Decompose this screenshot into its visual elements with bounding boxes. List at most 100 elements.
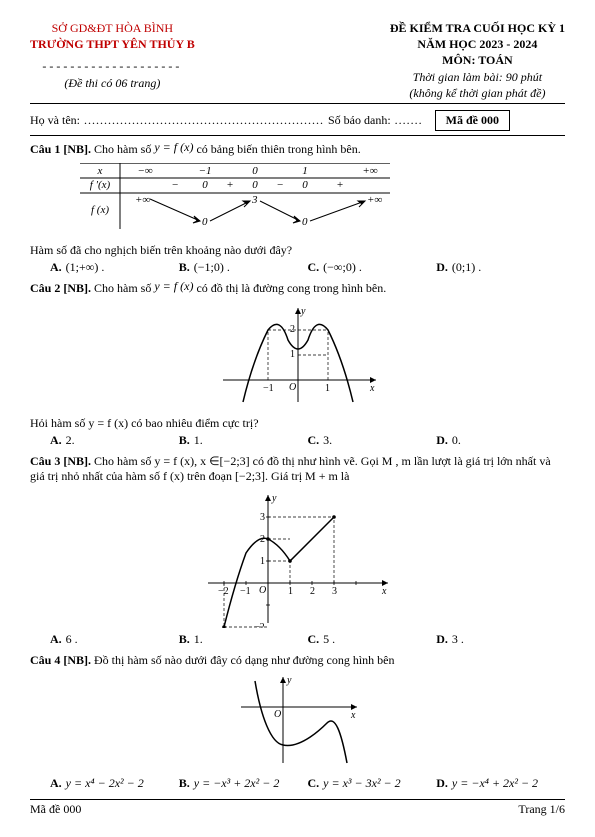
q1-variation-table: x −∞ −1 0 1 +∞ f ′(x) − 0 + 0 − 0 + f (x… (80, 163, 390, 229)
svg-text:0: 0 (202, 216, 208, 228)
svg-text:−: − (171, 179, 178, 191)
exam-subject: MÔN: TOÁN (390, 52, 565, 68)
svg-text:+∞: +∞ (135, 194, 150, 206)
q1-sub: Hàm số đã cho nghịch biến trên khoảng nà… (30, 243, 565, 258)
q3-opt-a: A.6 . (50, 632, 179, 647)
svg-text:0: 0 (252, 165, 258, 177)
q3-text: Cho hàm số y = f (x), x ∈[−2;3] có đồ th… (30, 454, 551, 483)
exam-year: NĂM HỌC 2023 - 2024 (390, 36, 565, 52)
q4-options: A.y = x⁴ − 2x² − 2 B.y = −x³ + 2x² − 2 C… (50, 776, 565, 791)
svg-text:1: 1 (302, 165, 308, 177)
q2-stem: Câu 2 [NB]. Cho hàm số y = f (x) có đồ t… (30, 281, 565, 296)
q4-opt-d: D.y = −x⁴ + 2x² − 2 (436, 776, 565, 791)
svg-text:−1: −1 (240, 586, 251, 597)
q2-sub: Hỏi hàm số y = f (x) có bao nhiêu điểm c… (30, 416, 565, 431)
svg-text:+: + (336, 179, 343, 191)
q2-options: A.2. B.1. C.3. D.0. (50, 433, 565, 448)
svg-text:x: x (350, 710, 356, 721)
q2-text-b: có đồ thị là đường cong trong hình bên. (196, 281, 386, 295)
footer-left: Mã đề 000 (30, 802, 81, 817)
name-divider (30, 135, 565, 136)
q4-label: Câu 4 [NB]. (30, 653, 91, 667)
school-label: TRƯỜNG THPT YÊN THỦY B (30, 36, 195, 52)
q1-opt-a: A.(1;+∞) . (50, 260, 179, 275)
svg-text:−∞: −∞ (137, 165, 152, 177)
svg-text:0: 0 (302, 179, 308, 191)
exam-header: SỞ GD&ĐT HÒA BÌNH TRƯỜNG THPT YÊN THỦY B… (30, 20, 565, 101)
q3-options: A.6 . B.1. C.5 . D.3 . (50, 632, 565, 647)
dash-line: -------------------- (30, 58, 195, 74)
svg-text:y: y (271, 493, 277, 504)
q4-stem: Câu 4 [NB]. Đồ thị hàm số nào dưới đây c… (30, 653, 565, 668)
svg-text:3: 3 (251, 194, 258, 206)
svg-text:f (x): f (x) (91, 204, 109, 216)
svg-text:1: 1 (288, 586, 293, 597)
svg-text:+∞: +∞ (362, 165, 377, 177)
name-label: Họ và tên: (30, 113, 80, 128)
exam-title: ĐỀ KIỂM TRA CUỐI HỌC KỲ 1 (390, 20, 565, 36)
svg-text:+: + (226, 179, 233, 191)
svg-text:1: 1 (260, 556, 265, 567)
q2-opt-a: A.2. (50, 433, 179, 448)
footer-right: Trang 1/6 (518, 802, 565, 817)
svg-text:3: 3 (260, 512, 265, 523)
svg-text:−1: −1 (263, 383, 274, 394)
page-footer: Mã đề 000 Trang 1/6 (30, 799, 565, 817)
q4-text: Đồ thị hàm số nào dưới đây có dạng như đ… (94, 653, 395, 667)
svg-text:+∞: +∞ (367, 194, 382, 206)
sbd-dots: ....... (395, 113, 423, 128)
svg-text:2: 2 (310, 586, 315, 597)
q1-stem: Câu 1 [NB]. Cho hàm số y = f (x) có bảng… (30, 142, 565, 157)
svg-text:1: 1 (325, 383, 330, 394)
svg-text:x: x (369, 383, 375, 394)
q4-opt-c: C.y = x³ − 3x² − 2 (308, 776, 437, 791)
name-dots: ........................................… (84, 113, 324, 128)
svg-text:−2: −2 (254, 622, 265, 628)
q4-opt-a: A.y = x⁴ − 2x² − 2 (50, 776, 179, 791)
svg-text:−: − (276, 179, 283, 191)
svg-text:3: 3 (332, 586, 337, 597)
exam-nosetup: (không kể thời gian phát đề) (390, 85, 565, 101)
svg-text:y: y (300, 306, 306, 317)
q1-label: Câu 1 [NB]. (30, 142, 91, 156)
svg-text:2: 2 (260, 534, 265, 545)
q3-label: Câu 3 [NB]. (30, 454, 91, 468)
svg-text:0: 0 (252, 179, 258, 191)
svg-text:−2: −2 (218, 586, 229, 597)
dept-label: SỞ GD&ĐT HÒA BÌNH (30, 20, 195, 36)
header-left: SỞ GD&ĐT HÒA BÌNH TRƯỜNG THPT YÊN THỦY B… (30, 20, 195, 101)
header-right: ĐỀ KIỂM TRA CUỐI HỌC KỲ 1 NĂM HỌC 2023 -… (390, 20, 565, 101)
header-divider (30, 103, 565, 104)
q3-chart: −2 −1 1 2 3 1 2 3 −2 O y x (198, 488, 398, 628)
pages-note: (Đề thi có 06 trang) (30, 75, 195, 91)
q1-text-b: có bảng biến thiên trong hình bên. (196, 142, 360, 156)
q2-label: Câu 2 [NB]. (30, 281, 91, 295)
q3-stem: Câu 3 [NB]. Cho hàm số y = f (x), x ∈[−2… (30, 454, 565, 484)
svg-text:x: x (381, 586, 387, 597)
q4-chart: Oyx (233, 672, 363, 772)
q1-opt-b: B.(−1;0) . (179, 260, 308, 275)
svg-text:O: O (289, 382, 296, 393)
q2-text-a: Cho hàm số (94, 281, 154, 295)
q1-expr: y = f (x) (154, 140, 193, 154)
name-row: Họ và tên: .............................… (30, 110, 565, 131)
q3-opt-d: D.3 . (436, 632, 565, 647)
q2-opt-d: D.0. (436, 433, 565, 448)
svg-text:1: 1 (290, 349, 295, 360)
exam-duration: Thời gian làm bài: 90 phút (390, 69, 565, 85)
svg-text:y: y (286, 675, 292, 686)
sbd-label: Số báo danh: (328, 113, 391, 128)
svg-text:O: O (259, 585, 266, 596)
svg-text:−1: −1 (199, 165, 212, 177)
q3-opt-b: B.1. (179, 632, 308, 647)
svg-text:2: 2 (290, 324, 295, 335)
q1-options: A.(1;+∞) . B.(−1;0) . C.(−∞;0) . D.(0;1)… (50, 260, 565, 275)
q1-text-a: Cho hàm số (94, 142, 154, 156)
q3-opt-c: C.5 . (308, 632, 437, 647)
svg-text:f ′(x): f ′(x) (90, 179, 111, 191)
q2-chart: −1 1 2 1 O y x (213, 300, 383, 410)
q1-opt-d: D.(0;1) . (436, 260, 565, 275)
q1-opt-c: C.(−∞;0) . (308, 260, 437, 275)
svg-text:x: x (97, 165, 103, 177)
svg-text:0: 0 (202, 179, 208, 191)
